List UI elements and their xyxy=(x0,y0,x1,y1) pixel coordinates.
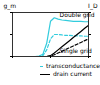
html-text:transconductance: transconductance xyxy=(46,62,100,69)
svg-text:Single grid: Single grid xyxy=(60,47,92,55)
svg-text:Double grid: Double grid xyxy=(60,11,95,19)
html-text:drain current: drain current xyxy=(53,70,92,77)
svg-text:I_D: I_D xyxy=(88,2,98,10)
svg-text:g_m: g_m xyxy=(4,2,17,10)
